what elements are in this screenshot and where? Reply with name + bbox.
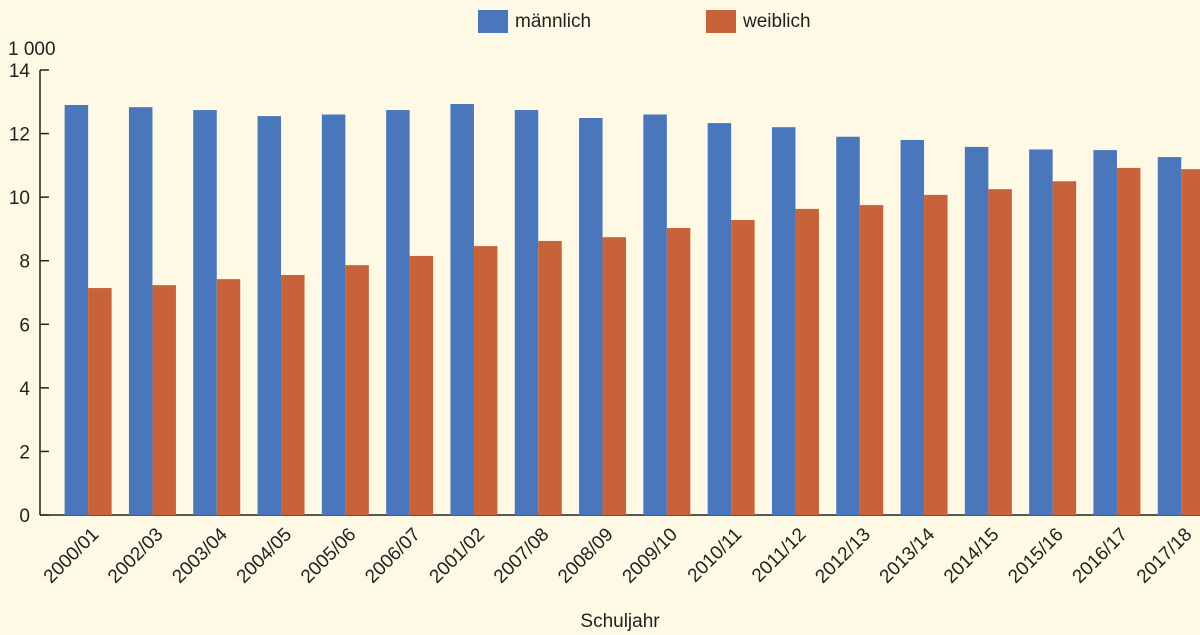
x-tick-label: 2006/07	[361, 524, 424, 587]
y-tick-label: 14	[9, 61, 31, 82]
legend-label: weiblich	[742, 11, 811, 32]
bar	[64, 104, 89, 515]
bar	[345, 265, 369, 515]
bar	[88, 288, 112, 515]
x-tick-label: 2009/10	[619, 524, 682, 587]
bar	[216, 279, 241, 515]
x-tick-label: 2014/15	[940, 524, 1003, 587]
y-tick-label: 4	[19, 379, 30, 400]
bar	[731, 220, 755, 515]
bar	[1181, 169, 1200, 515]
bar	[924, 194, 948, 516]
bar	[473, 246, 498, 516]
x-tick-label: 2000/01	[40, 524, 103, 587]
bar	[771, 127, 796, 515]
x-tick-label: 2011/12	[748, 524, 810, 586]
x-tick-label: 2007/08	[490, 524, 553, 587]
unit-label: 1 000	[8, 39, 56, 60]
bar	[409, 255, 434, 516]
bar	[836, 136, 860, 515]
bar	[128, 107, 153, 516]
bar	[602, 237, 627, 515]
x-tick-label: 2003/04	[168, 524, 232, 588]
y-tick-label: 0	[19, 506, 30, 527]
bar	[964, 146, 989, 515]
y-tick-label: 6	[19, 315, 30, 336]
x-tick-label: 2004/05	[233, 524, 296, 587]
x-tick-label: 2013/14	[876, 524, 940, 588]
bar	[538, 241, 562, 515]
x-tick-label: 2012/13	[811, 524, 874, 587]
y-tick-label: 10	[9, 188, 30, 209]
x-tick-label: 2002/03	[104, 524, 167, 587]
bar	[795, 208, 819, 515]
bar	[386, 110, 410, 516]
x-tick-label: 2008/09	[554, 524, 617, 587]
bar	[450, 104, 474, 515]
bar	[257, 116, 282, 515]
bar	[1029, 149, 1053, 515]
bar	[643, 114, 667, 515]
bar	[707, 123, 732, 515]
bar	[1093, 150, 1117, 515]
legend-swatch	[706, 10, 736, 33]
bar	[579, 117, 603, 515]
bar	[281, 275, 305, 515]
bar	[988, 189, 1012, 516]
bar	[666, 227, 691, 515]
bar	[152, 285, 176, 515]
legend-label: männlich	[515, 11, 591, 32]
x-tick-label: 2016/17	[1069, 524, 1132, 587]
y-tick-label: 8	[19, 252, 30, 273]
bar	[900, 139, 925, 515]
bar	[859, 205, 884, 515]
bar	[1116, 167, 1141, 515]
bar	[193, 110, 217, 516]
x-tick-label: 2005/06	[297, 524, 360, 587]
bar	[1157, 157, 1182, 516]
legend-swatch	[478, 10, 508, 33]
x-tick-label: 2010/11	[684, 524, 746, 586]
bar	[514, 110, 539, 516]
bar	[1052, 181, 1077, 515]
x-tick-label: 2001/02	[426, 524, 489, 587]
y-tick-label: 2	[19, 442, 30, 463]
x-tick-label: 2017/18	[1133, 524, 1196, 587]
x-axis-title: Schuljahr	[580, 611, 660, 632]
bar	[321, 114, 346, 515]
x-tick-label: 2015/16	[1004, 524, 1067, 587]
y-tick-label: 12	[9, 125, 30, 146]
